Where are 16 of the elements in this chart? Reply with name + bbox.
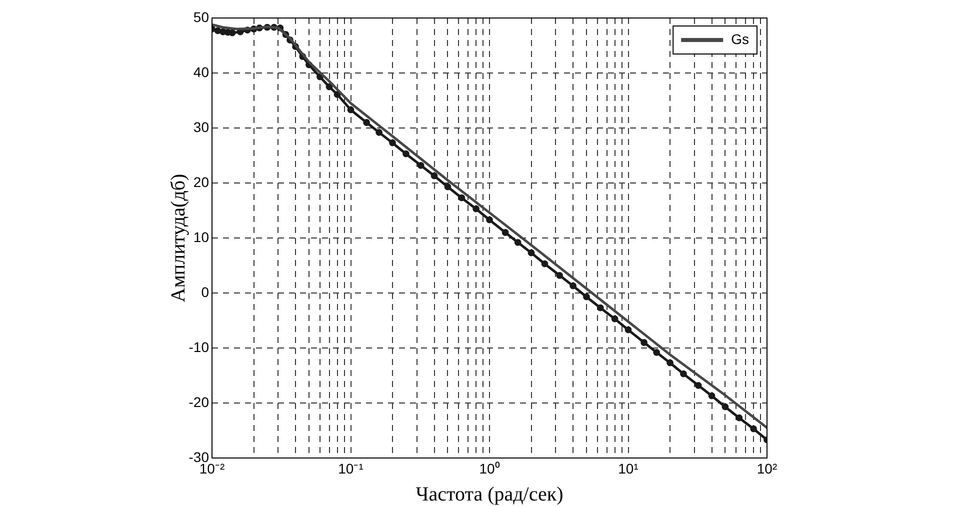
- y-tick-label: -20: [188, 394, 210, 410]
- y-tick-label: -10: [188, 338, 210, 355]
- x-tick-label: 10⁻¹: [338, 460, 364, 476]
- x-tick-label: 10²: [756, 460, 778, 476]
- y-tick-label: 10: [193, 228, 210, 245]
- y-tick-label: 30: [193, 118, 210, 135]
- legend-label: Gs: [731, 30, 749, 47]
- x-axis-title: Частота (рад/сек): [416, 483, 564, 506]
- y-tick-label: 20: [193, 174, 210, 190]
- x-tick-label: 10⁰: [479, 460, 500, 476]
- y-axis-title: Амплитуда(дб): [167, 174, 190, 302]
- y-tick-label: 0: [201, 284, 210, 300]
- y-tick-label: 50: [193, 8, 210, 25]
- y-tick-label: -30: [188, 448, 210, 465]
- y-tick-label: 40: [193, 64, 210, 80]
- x-tick-label: 10¹: [618, 460, 639, 476]
